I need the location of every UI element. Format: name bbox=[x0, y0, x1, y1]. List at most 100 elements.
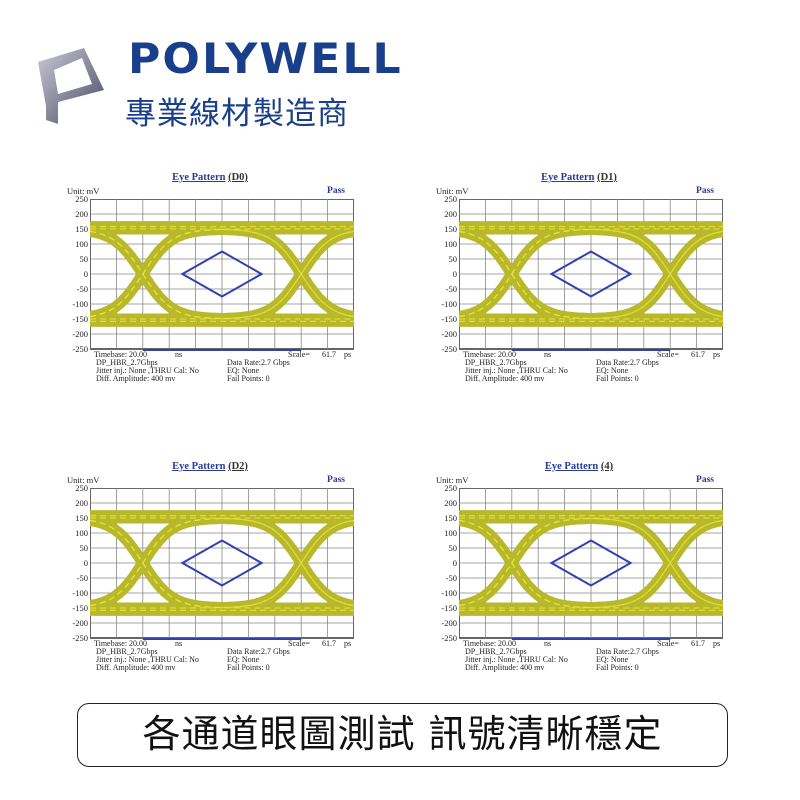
y-tick-label: -100 bbox=[72, 588, 88, 598]
panel-title: Eye Pattern (4) bbox=[429, 461, 729, 472]
y-tick-label: -50 bbox=[445, 573, 457, 583]
data-rate-label: Data Rate:2.7 Gbps bbox=[596, 647, 659, 656]
eye-pattern-panel: Eye Pattern (D0) Unit: mV Pass 250 200 150 1… bbox=[60, 170, 360, 390]
scale-unit: ps bbox=[713, 350, 721, 359]
polywell-logo-icon bbox=[38, 48, 104, 124]
caption-banner: 各通道眼圖測試 訊號清晰穩定 bbox=[77, 703, 728, 767]
eye-mask bbox=[180, 250, 264, 298]
title-text: Eye Pattern bbox=[172, 172, 226, 183]
unit-label: Unit: mV bbox=[436, 186, 469, 196]
scale-value: 61.7 bbox=[322, 350, 336, 359]
y-tick-label: -250 bbox=[72, 633, 88, 643]
y-tick-label: 50 bbox=[448, 254, 458, 264]
y-tick-label: 250 bbox=[444, 194, 457, 204]
eye-diagram-plot bbox=[459, 199, 723, 351]
eye-diagram-plot bbox=[90, 488, 354, 640]
y-tick-label: 200 bbox=[75, 498, 88, 508]
status-badge: Pass bbox=[327, 186, 345, 196]
lane-tag: (D1) bbox=[597, 172, 617, 183]
eye-trace-highlight bbox=[90, 517, 354, 607]
unit-label: Unit: mV bbox=[436, 475, 469, 485]
eye-pattern-panel: Eye Pattern (D2) Unit: mV Pass 250 200 150 1… bbox=[60, 459, 360, 679]
y-tick-label: 50 bbox=[79, 254, 89, 264]
scale-label: Scale= bbox=[288, 350, 310, 359]
y-tick-label: -200 bbox=[72, 618, 88, 628]
jitter-label: Jitter inj.: None ,THRU Cal: No bbox=[465, 655, 568, 664]
y-tick-label: -150 bbox=[441, 314, 457, 324]
y-tick-label: -150 bbox=[441, 603, 457, 613]
lane-tag: (D0) bbox=[228, 172, 248, 183]
fail-points-label: Fail Points: 0 bbox=[227, 663, 270, 672]
y-tick-label: 150 bbox=[444, 224, 457, 234]
mode-label: DP_HBR_2.7Gbps bbox=[96, 358, 158, 367]
eye-pattern-panel: Eye Pattern (D1) Unit: mV Pass 250 200 150 1… bbox=[429, 170, 729, 390]
y-tick-label: -200 bbox=[441, 618, 457, 628]
y-tick-label: 0 bbox=[83, 269, 88, 279]
y-tick-label: -50 bbox=[445, 284, 457, 294]
timebase-label: Timebase: 20.00 bbox=[94, 639, 148, 648]
eye-trace-highlight bbox=[459, 519, 723, 609]
jitter-label: Jitter inj.: None ,THRU Cal: No bbox=[465, 366, 568, 375]
eq-label: EQ: None bbox=[227, 366, 260, 375]
panel-title: Eye Pattern (D0) bbox=[60, 172, 360, 183]
status-badge: Pass bbox=[327, 475, 345, 485]
y-tick-label: -100 bbox=[441, 299, 457, 309]
y-tick-label: 100 bbox=[75, 239, 88, 249]
status-badge: Pass bbox=[696, 475, 714, 485]
jitter-label: Jitter inj.: None ,THRU Cal: No bbox=[96, 655, 199, 664]
amplitude-label: Diff. Amplitude: 400 mv bbox=[96, 663, 176, 672]
eye-trace-highlight bbox=[459, 517, 723, 607]
lane-tag: (4) bbox=[600, 461, 614, 472]
amplitude-label: Diff. Amplitude: 400 mv bbox=[96, 374, 176, 383]
scale-unit: ps bbox=[344, 639, 352, 648]
eye-diagram-plot bbox=[90, 199, 354, 351]
y-tick-label: 100 bbox=[444, 239, 457, 249]
scale-value: 61.7 bbox=[691, 350, 705, 359]
y-tick-label: 150 bbox=[444, 513, 457, 523]
y-tick-label: 50 bbox=[448, 543, 458, 553]
title-text: Eye Pattern bbox=[544, 461, 599, 472]
y-tick-label: -250 bbox=[72, 344, 88, 354]
y-tick-label: 0 bbox=[452, 269, 457, 279]
eye-diagram-plot bbox=[459, 488, 723, 640]
eq-label: EQ: None bbox=[227, 655, 260, 664]
fail-points-label: Fail Points: 0 bbox=[596, 663, 639, 672]
y-tick-label: 0 bbox=[452, 558, 457, 568]
y-tick-label: 200 bbox=[444, 498, 457, 508]
y-tick-label: -200 bbox=[72, 329, 88, 339]
lane-tag: (D2) bbox=[228, 461, 248, 472]
y-tick-label: -100 bbox=[441, 588, 457, 598]
data-rate-label: Data Rate:2.7 Gbps bbox=[227, 358, 290, 367]
y-tick-label: -200 bbox=[441, 329, 457, 339]
timebase-unit: ns bbox=[175, 639, 183, 648]
mode-label: DP_HBR_2.7Gbps bbox=[465, 358, 527, 367]
y-tick-label: -150 bbox=[72, 603, 88, 613]
y-tick-label: -250 bbox=[441, 633, 457, 643]
eye-trace-highlight bbox=[90, 230, 354, 320]
eye-mask bbox=[180, 539, 264, 587]
eq-label: EQ: None bbox=[596, 655, 629, 664]
scale-unit: ps bbox=[713, 639, 721, 648]
scale-label: Scale= bbox=[288, 639, 310, 648]
panel-title: Eye Pattern (D2) bbox=[60, 461, 360, 472]
fail-points-label: Fail Points: 0 bbox=[596, 374, 639, 383]
timebase-unit: ns bbox=[175, 350, 183, 359]
y-tick-label: 250 bbox=[444, 483, 457, 493]
y-tick-label: 150 bbox=[75, 513, 88, 523]
y-tick-label: 200 bbox=[444, 209, 457, 219]
mode-label: DP_HBR_2.7Gbps bbox=[465, 647, 527, 656]
amplitude-label: Diff. Amplitude: 400 mv bbox=[465, 374, 545, 383]
eye-mask bbox=[549, 539, 633, 587]
scale-label: Scale= bbox=[657, 350, 679, 359]
scale-label: Scale= bbox=[657, 639, 679, 648]
y-tick-label: 0 bbox=[83, 558, 88, 568]
title-text: Eye Pattern bbox=[172, 461, 226, 472]
brand-name: POLYWELL bbox=[128, 34, 403, 83]
eye-pattern-panel: Eye Pattern (4) Unit: mV Pass 250 200 150 10… bbox=[429, 459, 729, 679]
mode-label: DP_HBR_2.7Gbps bbox=[96, 647, 158, 656]
scale-value: 61.7 bbox=[691, 639, 705, 648]
eye-trace-highlight bbox=[459, 228, 723, 318]
y-tick-label: 50 bbox=[79, 543, 89, 553]
y-tick-label: 250 bbox=[75, 483, 88, 493]
y-tick-label: -150 bbox=[72, 314, 88, 324]
